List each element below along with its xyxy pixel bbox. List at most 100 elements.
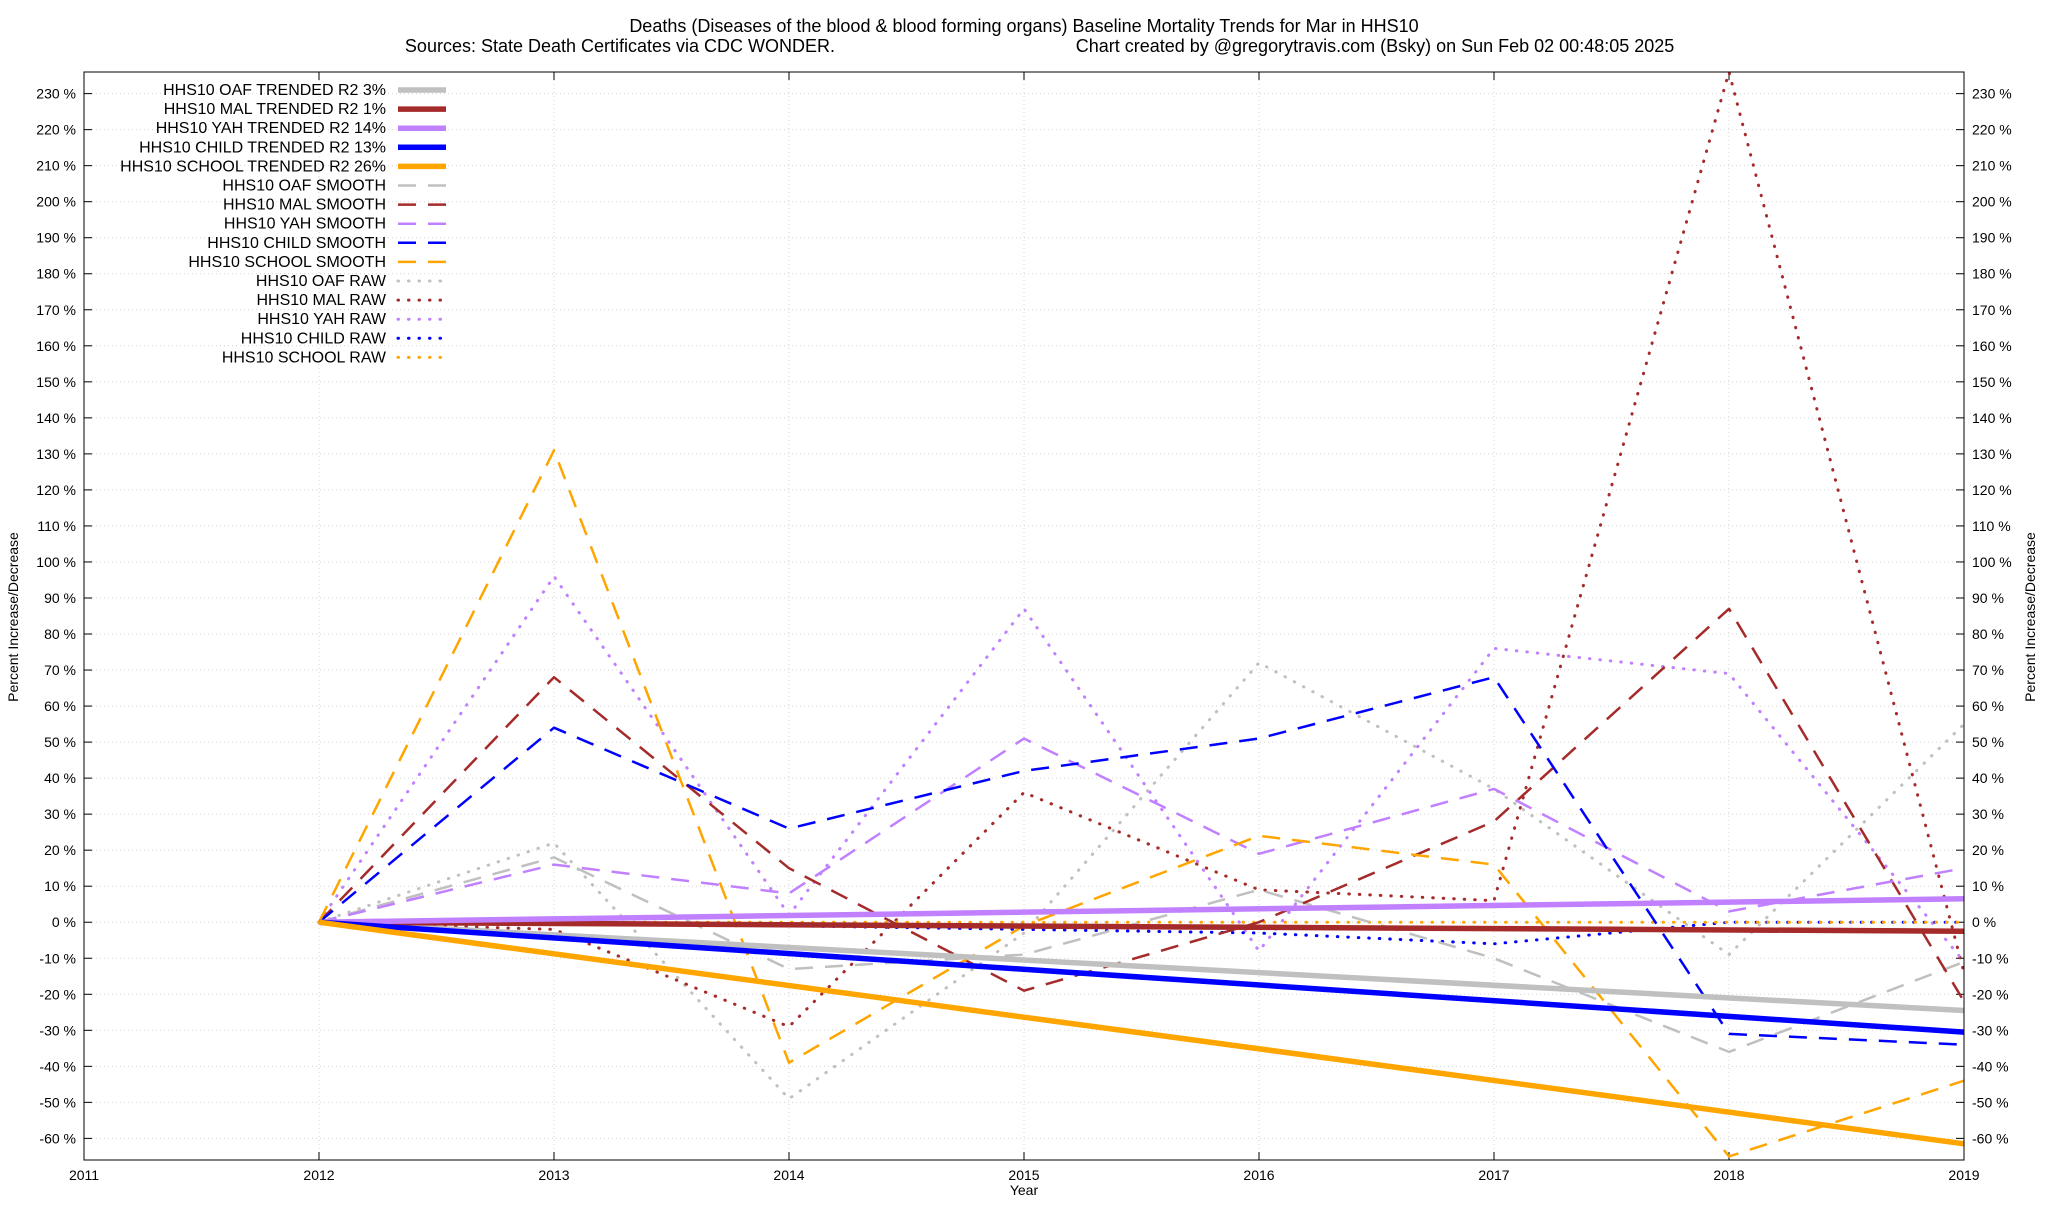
y-tick-label-right: 0 % [1972, 914, 1996, 930]
series-line-hhs10-child-smooth [318, 675, 1965, 1046]
y-tick-label-right: 130 % [1972, 446, 2012, 462]
y-tick-label-left: -30 % [39, 1022, 76, 1038]
y-tick-label-right: 70 % [1972, 662, 2004, 678]
y-tick-label-left: 50 % [44, 734, 76, 750]
series-line-hhs10-oaf-trended-r2-3 [318, 919, 1965, 1014]
y-tick-label-right: -40 % [1972, 1058, 2009, 1074]
y-tick-label-left: 110 % [37, 518, 76, 534]
y-tick-label-left: 130 % [36, 446, 76, 462]
y-tick-label-left: -50 % [39, 1094, 76, 1110]
series-line-hhs10-oaf-smooth [318, 856, 1965, 1054]
y-tick-label-right: 110 % [1972, 518, 2011, 534]
y-tick-label-right: 60 % [1972, 698, 2004, 714]
y-tick-label-right: 150 % [1972, 374, 2012, 390]
y-tick-label-right: 170 % [1972, 302, 2012, 318]
legend-entry-label: HHS10 YAH RAW [257, 311, 387, 328]
y-tick-label-left: 0 % [52, 914, 76, 930]
y-tick-label-left: 20 % [44, 842, 76, 858]
y-tick-label-right: -30 % [1972, 1022, 2009, 1038]
y-tick-label-left: -20 % [39, 986, 76, 1002]
legend-entry-label: HHS10 CHILD RAW [241, 330, 387, 347]
y-tick-label-right: 90 % [1972, 590, 2004, 606]
legend-entry-label: HHS10 MAL SMOOTH [223, 197, 386, 214]
legend-entry-label: HHS10 OAF TRENDED R2 3% [163, 82, 386, 99]
y-tick-label-right: 190 % [1972, 230, 2012, 246]
x-tick-label: 2012 [303, 1167, 334, 1183]
legend-entry-label: HHS10 MAL TRENDED R2 1% [164, 101, 386, 118]
y-tick-label-right: 120 % [1972, 482, 2012, 498]
chart-subtitle-right: Chart created by @gregorytravis.com (Bsk… [1076, 36, 1675, 56]
x-tick-label: 2011 [69, 1167, 99, 1183]
x-tick-label: 2014 [773, 1167, 804, 1183]
y-tick-label-left: 10 % [44, 878, 76, 894]
y-tick-label-left: 220 % [36, 122, 76, 138]
y-tick-label-left: 90 % [44, 590, 76, 606]
y-tick-label-left: 210 % [36, 158, 76, 174]
y-tick-label-left: 140 % [36, 410, 76, 426]
y-tick-label-right: 40 % [1972, 770, 2004, 786]
series-line-hhs10-school-trended-r2-26 [318, 919, 1965, 1147]
series-line-hhs10-school-smooth [317, 449, 1965, 1158]
y-tick-label-right: 30 % [1972, 806, 2004, 822]
legend-entry-label: HHS10 SCHOOL RAW [222, 349, 387, 366]
y-axis-label-left: Percent Increase/Decrease [5, 532, 21, 702]
y-tick-label-left: -40 % [39, 1058, 76, 1074]
series-lines [317, 70, 1966, 1158]
y-tick-label-right: 160 % [1972, 338, 2012, 354]
y-tick-label-right: 200 % [1972, 194, 2012, 210]
y-tick-label-left: 80 % [44, 626, 76, 642]
y-tick-label-left: 160 % [36, 338, 76, 354]
x-tick-label: 2015 [1008, 1167, 1039, 1183]
legend-entry-label: HHS10 MAL RAW [256, 292, 386, 309]
y-tick-label-left: 190 % [36, 230, 76, 246]
y-tick-label-left: 100 % [36, 554, 76, 570]
legend-entry-label: HHS10 CHILD TRENDED R2 13% [139, 139, 386, 156]
legend-entry-label: HHS10 CHILD SMOOTH [207, 235, 386, 252]
y-tick-label-right: 50 % [1972, 734, 2004, 750]
y-tick-label-left: 200 % [36, 194, 76, 210]
series-line-hhs10-child-trended-r2-13 [318, 919, 1965, 1035]
y-tick-label-left: 60 % [44, 698, 76, 714]
y-tick-label-left: 170 % [36, 302, 76, 318]
x-tick-label: 2018 [1713, 1167, 1744, 1183]
y-tick-label-right: 220 % [1972, 122, 2012, 138]
y-tick-label-right: 180 % [1972, 266, 2012, 282]
y-tick-label-right: 10 % [1972, 878, 2004, 894]
series-line-hhs10-mal-trended-r2-1 [318, 919, 1965, 934]
y-tick-label-right: -50 % [1972, 1094, 2009, 1110]
y-tick-label-right: -20 % [1972, 986, 2009, 1002]
y-tick-label-left: 70 % [44, 662, 76, 678]
chart-subtitle-left: Sources: State Death Certificates via CD… [405, 36, 835, 56]
y-tick-label-right: 230 % [1972, 86, 2012, 102]
legend-entry-label: HHS10 SCHOOL TRENDED R2 26% [120, 158, 386, 175]
y-tick-label-right: 80 % [1972, 626, 2004, 642]
series-line-hhs10-yah-smooth [318, 737, 1965, 924]
y-tick-label-right: 20 % [1972, 842, 2004, 858]
x-tick-label: 2017 [1478, 1167, 1509, 1183]
legend-entry-label: HHS10 YAH SMOOTH [224, 216, 386, 233]
x-axis-label: Year [1010, 1182, 1039, 1198]
y-tick-label-right: -10 % [1972, 950, 2009, 966]
series-line-hhs10-mal-raw [317, 70, 1966, 1029]
y-tick-label-left: -10 % [39, 950, 76, 966]
y-tick-label-left: 120 % [36, 482, 76, 498]
chart-title: Deaths (Diseases of the blood & blood fo… [629, 16, 1418, 36]
y-tick-label-left: 180 % [36, 266, 76, 282]
series-line-hhs10-oaf-raw [317, 661, 1966, 1101]
y-tick-label-left: -60 % [39, 1130, 76, 1146]
x-tick-label: 2013 [538, 1167, 569, 1183]
axis-ticks: -60 % -60 % -50 % -50 % -40 % -40 % -30 % -30 %… [36, 72, 2012, 1183]
y-tick-label-right: 100 % [1972, 554, 2012, 570]
y-tick-label-right: -60 % [1972, 1130, 2009, 1146]
y-tick-label-left: 230 % [36, 86, 76, 102]
legend-entry-label: HHS10 OAF RAW [256, 273, 387, 290]
y-tick-label-left: 40 % [44, 770, 76, 786]
legend-entry-label: HHS10 SCHOOL SMOOTH [188, 254, 386, 271]
legend: HHS10 OAF TRENDED R2 3% HHS10 MAL TRENDED… [120, 82, 448, 366]
y-tick-label-right: 210 % [1972, 158, 2012, 174]
y-axis-label-right: Percent Increase/Decrease [2022, 532, 2038, 702]
plot-frame [83, 71, 1965, 1161]
x-tick-label: 2016 [1243, 1167, 1274, 1183]
